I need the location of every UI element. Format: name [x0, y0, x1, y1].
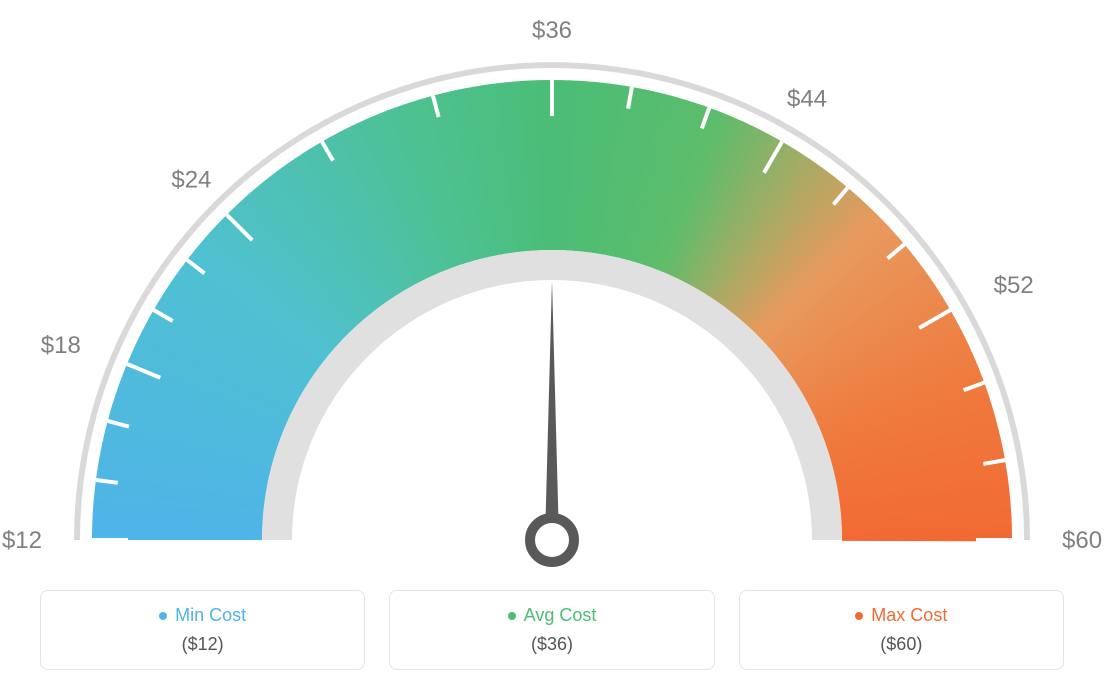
legend-avg-dot	[508, 612, 516, 620]
legend-avg-top: Avg Cost	[508, 605, 597, 626]
gauge-svg: $12 $18 $24 $36 $44 $52 $60	[0, 0, 1104, 580]
legend-card-min: Min Cost ($12)	[40, 590, 365, 670]
gauge-needle	[545, 280, 559, 540]
legend-avg-value: ($36)	[531, 634, 573, 655]
legend-card-avg: Avg Cost ($36)	[389, 590, 714, 670]
legend-max-top: Max Cost	[855, 605, 947, 626]
legend-min-value: ($12)	[182, 634, 224, 655]
legend-min-label: Min Cost	[175, 605, 246, 626]
legend-min-top: Min Cost	[159, 605, 246, 626]
tick-label: $24	[171, 166, 211, 193]
gauge-needle-hub	[530, 518, 574, 562]
legend-min-dot	[159, 612, 167, 620]
legend-max-label: Max Cost	[871, 605, 947, 626]
legend-card-max: Max Cost ($60)	[739, 590, 1064, 670]
tick-label: $60	[1062, 527, 1102, 554]
tick-label: $12	[2, 527, 42, 554]
legend-max-dot	[855, 612, 863, 620]
tick-label: $44	[787, 85, 827, 112]
legend-max-value: ($60)	[880, 634, 922, 655]
legend-row: Min Cost ($12) Avg Cost ($36) Max Cost (…	[40, 590, 1064, 670]
tick-label: $36	[532, 17, 572, 44]
tick-label: $52	[994, 272, 1034, 299]
gauge-chart: $12 $18 $24 $36 $44 $52 $60	[0, 0, 1104, 580]
legend-avg-label: Avg Cost	[524, 605, 597, 626]
tick-label: $18	[41, 332, 81, 359]
